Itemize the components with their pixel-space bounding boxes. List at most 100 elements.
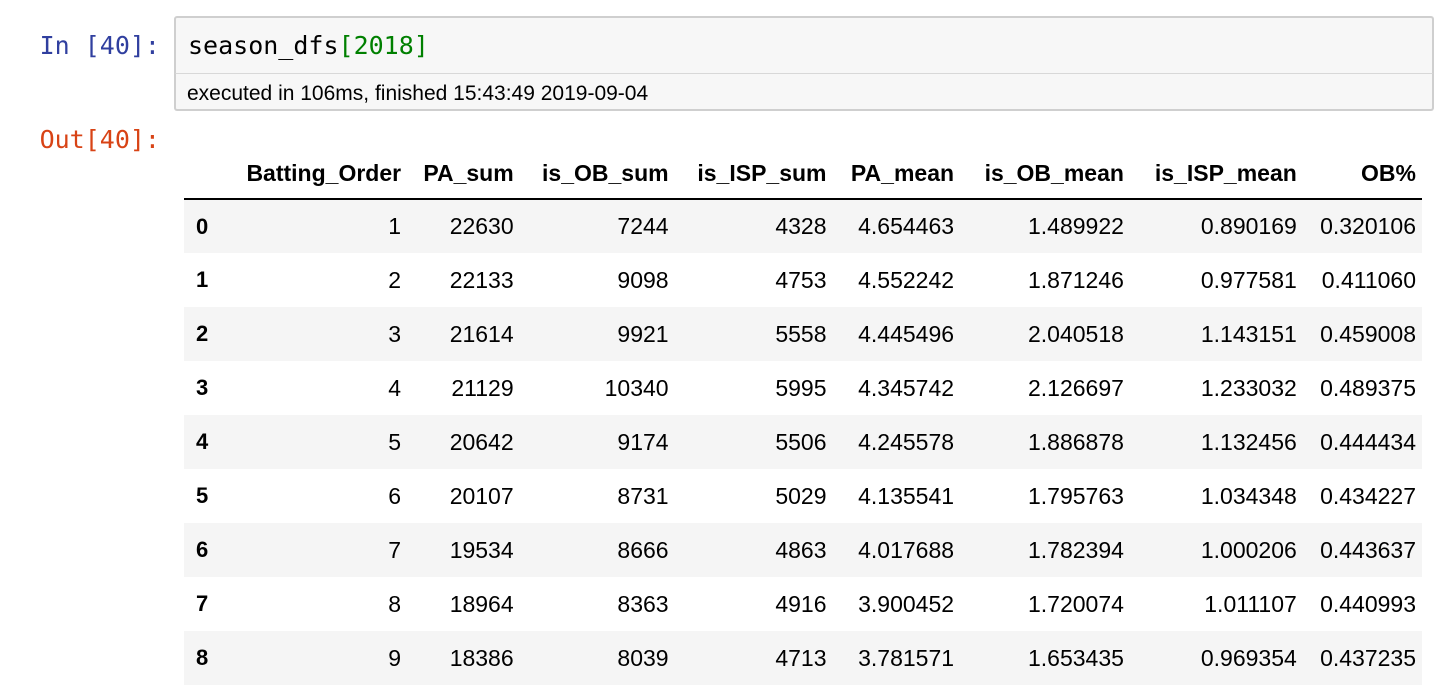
code-close-bracket: ] bbox=[413, 31, 429, 60]
output-prompt: Out[40]: bbox=[39, 125, 160, 154]
row-index: 5 bbox=[196, 483, 209, 508]
header-pa-mean: PA_mean bbox=[832, 148, 961, 200]
cell-is-isp-mean: 0.890169 bbox=[1200, 213, 1297, 239]
header-is-isp-sum: is_ISP_sum bbox=[674, 148, 833, 200]
cell-pa-sum: 18964 bbox=[449, 590, 514, 617]
row-index: 0 bbox=[196, 213, 209, 239]
row-index: 8 bbox=[196, 645, 209, 670]
cell-pa-mean: 4.654463 bbox=[858, 213, 955, 239]
cell-is-ob-sum: 9921 bbox=[617, 320, 669, 347]
cell-batting-order: 9 bbox=[388, 644, 402, 671]
header-pa-sum: PA_sum bbox=[407, 148, 520, 200]
cell-is-ob-sum: 9098 bbox=[617, 266, 669, 293]
cell-is-isp-mean: 1.011107 bbox=[1204, 590, 1297, 617]
cell-is-ob-sum: 8039 bbox=[617, 644, 669, 671]
row-index: 4 bbox=[196, 429, 209, 454]
cell-is-ob-mean: 1.871246 bbox=[1027, 266, 1124, 293]
cell-ob-pct: 0.411060 bbox=[1321, 266, 1416, 293]
cell-ob-pct: 0.440993 bbox=[1320, 590, 1416, 617]
cell-is-ob-mean: 2.126697 bbox=[1027, 374, 1124, 401]
cell-ob-pct: 0.320106 bbox=[1320, 213, 1416, 239]
cell-is-isp-sum: 4753 bbox=[775, 266, 827, 293]
cell-is-isp-mean: 1.132456 bbox=[1200, 428, 1297, 455]
cell-pa-sum: 20107 bbox=[449, 482, 514, 509]
cell-batting-order: 2 bbox=[388, 266, 402, 293]
table-row: 3 4 21129 10340 5995 4.345742 2.126697 1.233032… bbox=[184, 361, 1422, 415]
header-is-ob-sum: is_OB_sum bbox=[519, 148, 675, 200]
cell-pa-sum: 21129 bbox=[451, 374, 514, 401]
execution-time-bar: executed in 106ms, finished 15:43:49 201… bbox=[174, 73, 1434, 111]
cell-is-isp-sum: 4916 bbox=[775, 590, 827, 617]
table-header-row: Batting_Order PA_sum is_OB_sum is_ISP_su… bbox=[184, 148, 1422, 200]
header-index bbox=[184, 148, 220, 200]
table-row: 2 3 21614 9921 5558 4.445496 2.040518 1.143151 0… bbox=[184, 307, 1422, 361]
header-ob-pct: OB% bbox=[1302, 148, 1422, 200]
header-batting-order: Batting_Order bbox=[219, 148, 408, 200]
cell-ob-pct: 0.444434 bbox=[1320, 428, 1416, 455]
code-line[interactable]: season_dfs[2018] bbox=[188, 31, 429, 61]
cell-ob-pct: 0.489375 bbox=[1320, 374, 1416, 401]
cell-pa-mean: 4.245578 bbox=[858, 428, 955, 455]
cell-pa-mean: 4.445496 bbox=[858, 320, 955, 347]
cell-batting-order: 3 bbox=[388, 320, 402, 347]
cell-pa-mean: 3.900452 bbox=[858, 590, 955, 617]
table-row: 7 8 18964 8363 4916 3.900452 1.720074 1.011107 0… bbox=[184, 577, 1422, 631]
input-prompt: In [40]: bbox=[39, 31, 160, 60]
cell-is-ob-sum: 8731 bbox=[617, 482, 669, 509]
cell-is-isp-mean: 1.143151 bbox=[1200, 320, 1297, 347]
row-index: 6 bbox=[196, 537, 209, 562]
cell-batting-order: 6 bbox=[388, 482, 402, 509]
cell-is-ob-mean: 1.653435 bbox=[1027, 644, 1124, 671]
cell-pa-sum: 18386 bbox=[449, 644, 514, 671]
table-row: 4 5 20642 9174 5506 4.245578 1.886878 1.132456 0… bbox=[184, 415, 1422, 469]
cell-is-isp-sum: 5995 bbox=[775, 374, 827, 401]
code-cell-input[interactable]: season_dfs[2018] bbox=[174, 16, 1434, 73]
header-is-ob-mean: is_OB_mean bbox=[960, 148, 1130, 200]
cell-is-isp-mean: 1.034348 bbox=[1200, 482, 1297, 509]
cell-pa-mean: 4.135541 bbox=[858, 482, 955, 509]
cell-is-isp-mean: 0.977581 bbox=[1200, 266, 1297, 293]
cell-pa-sum: 21614 bbox=[449, 320, 514, 347]
code-variable: season_dfs bbox=[188, 31, 339, 60]
table-row: 5 6 20107 8731 5029 4.135541 1.795763 1.034348 0… bbox=[184, 469, 1422, 523]
cell-is-ob-mean: 1.886878 bbox=[1027, 428, 1124, 455]
cell-is-isp-mean: 1.000206 bbox=[1200, 536, 1297, 563]
cell-is-ob-sum: 7244 bbox=[617, 213, 669, 239]
cell-ob-pct: 0.459008 bbox=[1320, 320, 1416, 347]
code-open-bracket: [ bbox=[338, 31, 354, 60]
cell-is-isp-sum: 4863 bbox=[775, 536, 827, 563]
cell-ob-pct: 0.437235 bbox=[1320, 644, 1416, 671]
cell-batting-order: 5 bbox=[388, 428, 402, 455]
table-row: 1 2 22133 9098 4753 4.552242 1.871246 0.977581 0… bbox=[184, 253, 1422, 307]
cell-is-ob-sum: 10340 bbox=[604, 374, 669, 401]
cell-is-isp-sum: 5506 bbox=[775, 428, 827, 455]
table-body: 0 1 22630 7244 4328 4.654463 1.489922 0.890169 0… bbox=[184, 199, 1422, 685]
table-row: 0 1 22630 7244 4328 4.654463 1.489922 0.890169 0… bbox=[184, 199, 1422, 253]
cell-pa-mean: 4.345742 bbox=[858, 374, 955, 401]
cell-batting-order: 4 bbox=[388, 374, 402, 401]
cell-pa-sum: 20642 bbox=[449, 428, 514, 455]
cell-is-isp-sum: 5558 bbox=[775, 320, 827, 347]
cell-is-ob-mean: 1.795763 bbox=[1027, 482, 1124, 509]
code-number: 2018 bbox=[353, 31, 414, 60]
cell-pa-mean: 4.017688 bbox=[858, 536, 955, 563]
cell-batting-order: 1 bbox=[388, 213, 402, 239]
cell-ob-pct: 0.443637 bbox=[1320, 536, 1416, 563]
cell-ob-pct: 0.434227 bbox=[1320, 482, 1416, 509]
cell-batting-order: 8 bbox=[388, 590, 402, 617]
row-index: 2 bbox=[196, 321, 209, 346]
row-index: 7 bbox=[196, 591, 209, 616]
cell-is-isp-mean: 0.969354 bbox=[1200, 644, 1297, 671]
cell-is-isp-sum: 4328 bbox=[775, 213, 827, 239]
table-row: 8 9 18386 8039 4713 3.781571 1.653435 0.969354 0… bbox=[184, 631, 1422, 685]
cell-is-ob-sum: 9174 bbox=[617, 428, 669, 455]
cell-pa-sum: 22630 bbox=[449, 213, 514, 239]
cell-pa-mean: 4.552242 bbox=[858, 266, 955, 293]
row-index: 3 bbox=[196, 375, 209, 400]
cell-pa-sum: 22133 bbox=[449, 266, 514, 293]
cell-is-isp-mean: 1.233032 bbox=[1200, 374, 1297, 401]
cell-is-ob-mean: 2.040518 bbox=[1027, 320, 1124, 347]
execution-info: executed in 106ms, finished 15:43:49 201… bbox=[187, 82, 649, 105]
cell-is-ob-mean: 1.489922 bbox=[1027, 213, 1124, 239]
cell-is-ob-sum: 8363 bbox=[617, 590, 669, 617]
